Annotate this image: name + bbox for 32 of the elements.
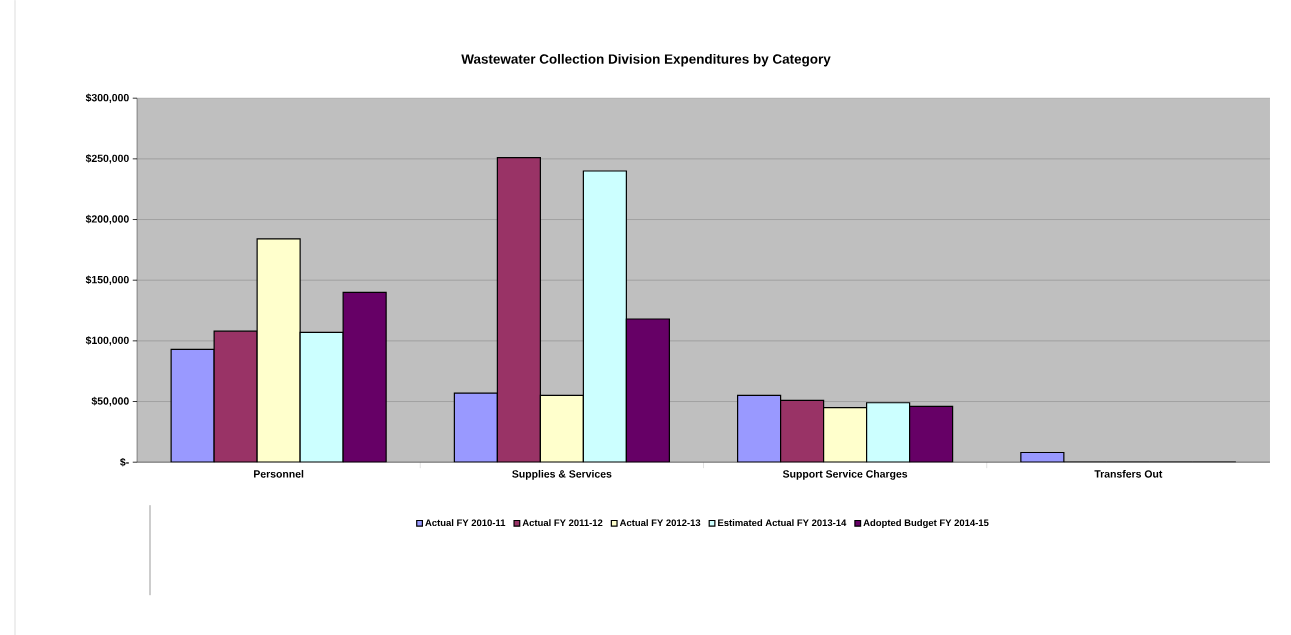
bar <box>300 332 344 462</box>
bar <box>582 170 627 462</box>
chart-title: Wastewater Collection Division Expenditures by Category <box>461 53 831 67</box>
x-tick-label: Transfers Out <box>1094 469 1163 478</box>
bar <box>343 292 387 462</box>
legend-label: Adopted Budget FY 2014-15 <box>863 518 989 528</box>
bar <box>539 394 584 462</box>
bar <box>214 330 258 462</box>
bar <box>625 318 670 462</box>
bar <box>496 156 541 462</box>
legend-label: Actual FY 2010-11 <box>425 518 506 526</box>
x-tick-label: Support Service Charges <box>782 469 908 480</box>
y-tick-label: $300,000 <box>85 93 129 103</box>
legend-label: Estimated Actual FY 2013-14 <box>718 518 847 526</box>
y-tick-label: $150,000 <box>85 275 129 285</box>
bar <box>909 405 954 462</box>
x-tick-label: Personnel <box>254 469 304 478</box>
y-tick-label: $200,000 <box>85 214 129 225</box>
legend-label: Actual FY 2012-13 <box>619 518 701 526</box>
bar <box>171 349 215 462</box>
y-tick-label: $250,000 <box>85 153 129 164</box>
y-tick-label: $50,000 <box>91 396 129 407</box>
bar <box>866 401 911 462</box>
y-tick-label: $- <box>120 457 129 467</box>
bar <box>453 392 498 462</box>
y-tick-label: $100,000 <box>85 335 129 346</box>
bar <box>257 238 301 462</box>
legend-label: Actual FY 2011-12 <box>522 518 603 526</box>
bar <box>737 394 782 462</box>
bar <box>823 406 868 462</box>
x-tick-label: Supplies & Services <box>512 469 612 480</box>
bar <box>780 399 825 462</box>
